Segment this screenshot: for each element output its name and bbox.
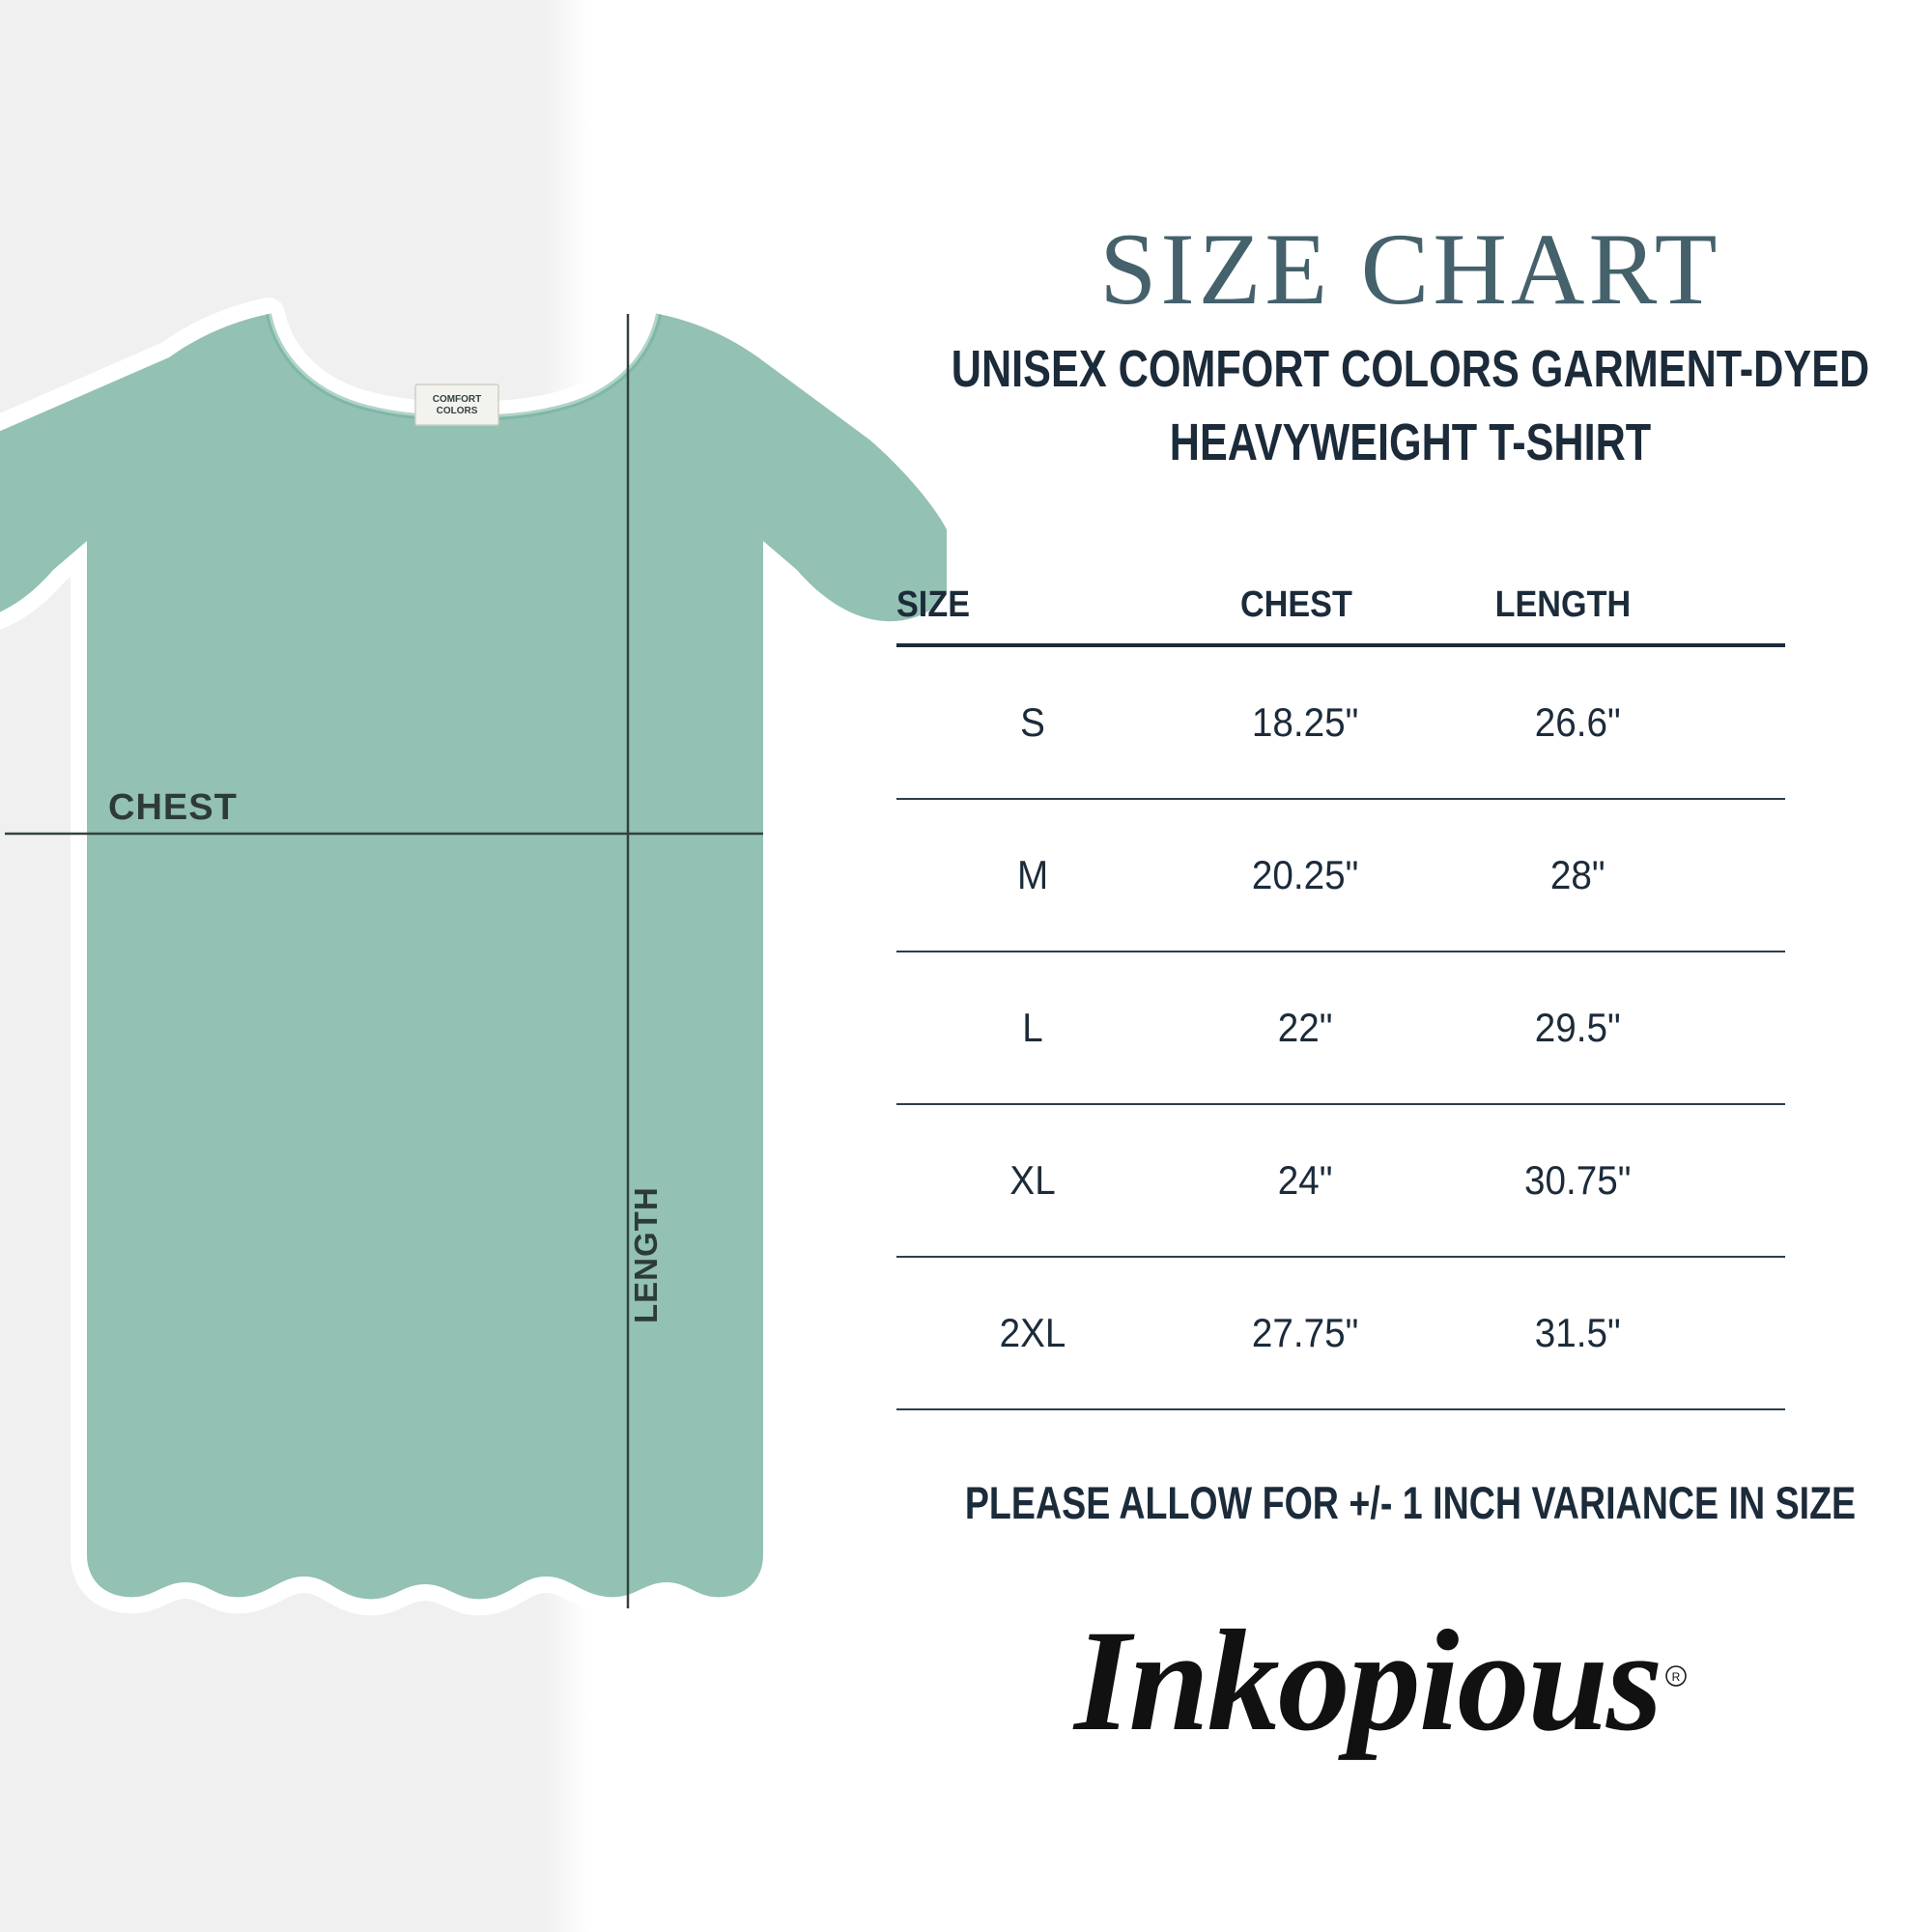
svg-text:COMFORT: COMFORT — [433, 394, 482, 405]
svg-text:LENGTH: LENGTH — [628, 1186, 664, 1323]
svg-text:CHEST: CHEST — [108, 787, 238, 828]
svg-text:COLORS: COLORS — [437, 406, 478, 416]
svg-text:R: R — [1672, 1670, 1681, 1684]
svg-text:Inkopious: Inkopious — [1072, 1601, 1661, 1761]
